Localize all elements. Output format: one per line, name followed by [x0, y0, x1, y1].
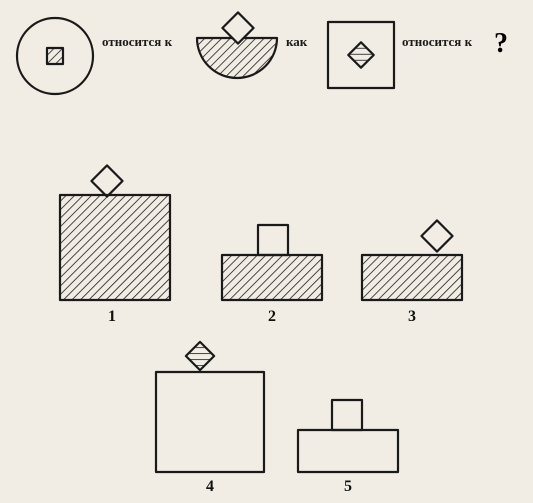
- option-2[interactable]: [212, 215, 332, 310]
- option-3-number: 3: [406, 308, 418, 326]
- option-4[interactable]: [146, 338, 276, 483]
- puzzle-canvas: относится к как относится к ? 1 2 3 4: [0, 0, 533, 503]
- option-4-number: 4: [204, 478, 216, 496]
- option-3[interactable]: [352, 215, 477, 310]
- option-1[interactable]: [50, 160, 185, 310]
- question-mark: ?: [494, 28, 508, 60]
- analogy-item-a: [0, 0, 110, 110]
- option-5-number: 5: [342, 478, 354, 496]
- option-2-number: 2: [266, 308, 278, 326]
- option-1-number: 1: [106, 308, 118, 326]
- analogy-item-c: [322, 16, 402, 96]
- label-as: как: [286, 34, 307, 50]
- label-relates-to-1: относится к: [102, 34, 172, 50]
- label-relates-to-2: относится к: [402, 34, 472, 50]
- analogy-item-b: [190, 10, 285, 90]
- option-5[interactable]: [288, 390, 408, 482]
